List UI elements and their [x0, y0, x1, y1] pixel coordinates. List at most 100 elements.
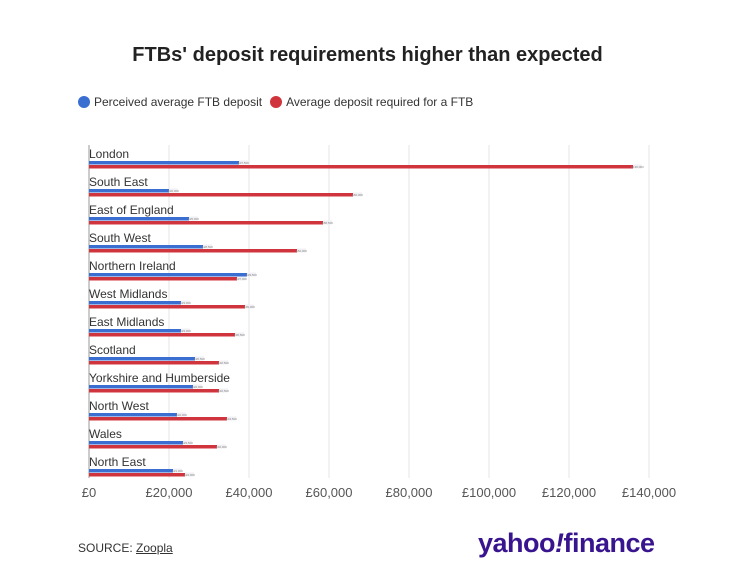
bar: [89, 413, 177, 417]
bar: [89, 245, 203, 249]
data-label: £23,500: [182, 441, 193, 445]
data-label: £37,500: [238, 161, 249, 165]
data-label-box: [173, 468, 182, 473]
data-label-box: [183, 440, 192, 445]
data-label: £34,500: [226, 417, 237, 421]
data-label-box: [239, 160, 248, 165]
bar: [89, 273, 247, 277]
data-label: £32,500: [218, 389, 229, 393]
category-label: Wales: [89, 427, 122, 441]
data-label-box: [217, 444, 226, 449]
category-label: South West: [89, 231, 151, 245]
data-label-box: [203, 244, 212, 249]
source-prefix: SOURCE:: [78, 541, 137, 555]
bar: [89, 357, 195, 361]
bar: [89, 221, 323, 225]
category-label: Scotland: [89, 343, 136, 357]
data-label: £32,500: [218, 361, 229, 365]
data-label-box: [219, 360, 228, 365]
legend-item-required: Average deposit required for a FTB: [270, 95, 473, 109]
bar: [89, 389, 219, 393]
bar: [89, 469, 173, 473]
bar: [89, 189, 169, 193]
x-tick-label: £0: [82, 485, 96, 500]
data-label: £37,000: [236, 277, 247, 281]
data-label-box: [181, 300, 190, 305]
bar: [89, 417, 227, 421]
category-label: Northern Ireland: [89, 259, 176, 273]
x-tick-label: £60,000: [306, 485, 353, 500]
data-label: £25,000: [188, 217, 199, 221]
data-label-box: [297, 248, 306, 253]
legend: Perceived average FTB deposit Average de…: [78, 95, 473, 109]
data-label-box: [189, 216, 198, 221]
data-label: £32,000: [216, 445, 227, 449]
data-label-box: [227, 416, 236, 421]
bar: [89, 165, 633, 169]
category-label: London: [89, 147, 129, 161]
bar: [89, 217, 189, 221]
data-label: £23,000: [180, 329, 191, 333]
data-label: £66,000: [352, 193, 363, 197]
bar: [89, 333, 235, 337]
bar: [89, 329, 181, 333]
data-label-box: [323, 220, 332, 225]
data-label: £36,500: [234, 333, 245, 337]
data-label: £28,500: [202, 245, 213, 249]
legend-label: Average deposit required for a FTB: [286, 95, 474, 109]
category-label: Yorkshire and Humberside: [89, 371, 230, 385]
bar: [89, 473, 185, 477]
data-label-box: [181, 328, 190, 333]
yahoo-finance-logo: yahoo!finance: [478, 528, 655, 558]
x-tick-label: £40,000: [226, 485, 273, 500]
legend-item-perceived: Perceived average FTB deposit: [78, 95, 262, 109]
category-label: West Midlands: [89, 287, 167, 301]
bar: [89, 361, 219, 365]
data-label: £21,000: [172, 469, 183, 473]
legend-dot-icon: [270, 96, 283, 108]
bar: [89, 445, 217, 449]
data-label: £39,000: [244, 305, 255, 309]
category-label: East of England: [89, 203, 174, 217]
data-label: £39,500: [246, 273, 257, 277]
x-tick-label: £100,000: [462, 485, 516, 500]
legend-dot-icon: [78, 96, 90, 108]
bar: [89, 277, 237, 281]
data-label-box: [177, 412, 186, 417]
category-label: East Midlands: [89, 315, 164, 329]
x-tick-label: £140,000: [622, 485, 676, 500]
bar: [89, 249, 297, 253]
data-label: £22,000: [176, 413, 187, 417]
data-label-box: [633, 164, 642, 169]
data-label-box: [195, 356, 204, 361]
data-label-box: [237, 276, 246, 281]
bar: [89, 301, 181, 305]
data-label-box: [245, 304, 254, 309]
chart-title: FTBs' deposit requirements higher than e…: [132, 44, 603, 66]
x-tick-label: £20,000: [146, 485, 193, 500]
data-label-box: [193, 384, 202, 389]
bar: [89, 441, 183, 445]
x-tick-label: £120,000: [542, 485, 596, 500]
data-label-box: [169, 188, 178, 193]
legend-label: Perceived average FTB deposit: [94, 95, 263, 109]
data-label: £26,000: [192, 385, 203, 389]
data-label: £58,500: [322, 221, 333, 225]
data-label-box: [185, 472, 194, 477]
category-label: South East: [89, 175, 148, 189]
category-label: North West: [89, 399, 149, 413]
bar: [89, 305, 245, 309]
data-label: £23,000: [180, 301, 191, 305]
source: SOURCE: Zoopla: [78, 541, 173, 555]
data-label-box: [247, 272, 256, 277]
category-label: North East: [89, 455, 146, 469]
data-label-box: [219, 388, 228, 393]
bar: [89, 193, 353, 197]
source-link[interactable]: Zoopla: [136, 541, 173, 555]
data-label-box: [353, 192, 362, 197]
data-label: £24,000: [184, 473, 195, 477]
bar: [89, 161, 239, 165]
data-label: £136,000: [631, 165, 644, 169]
data-label: £26,500: [194, 357, 205, 361]
